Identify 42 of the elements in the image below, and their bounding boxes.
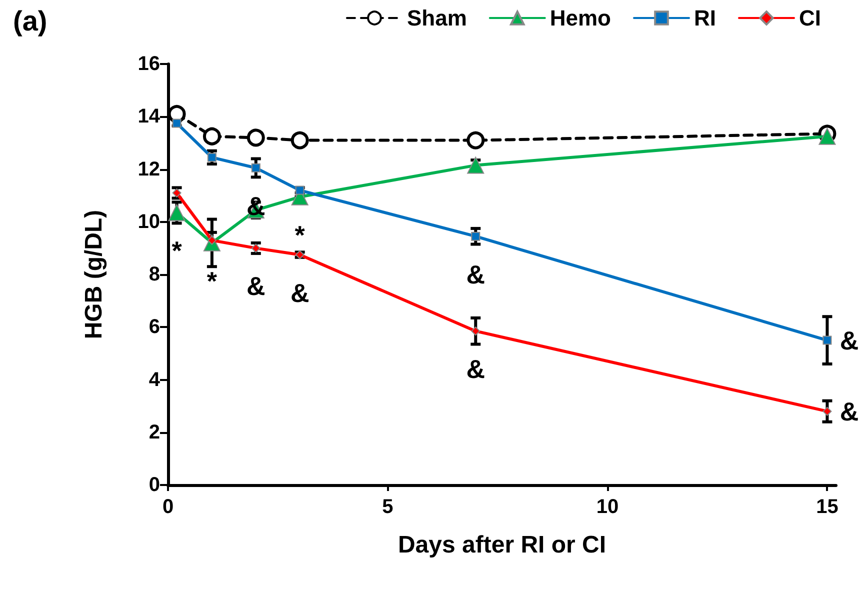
y-axis-title: HGB (g/DL) xyxy=(80,210,108,340)
annotation: * xyxy=(206,266,218,296)
annotation: & xyxy=(466,259,486,290)
y-tick-label: 8 xyxy=(148,264,160,286)
chart-title: (a) xyxy=(13,6,48,36)
point xyxy=(471,232,480,241)
point xyxy=(467,156,484,174)
y-tick-label: 6 xyxy=(148,316,160,338)
point xyxy=(466,131,485,150)
point xyxy=(818,128,836,145)
point xyxy=(246,128,265,147)
legend-label: Hemo xyxy=(550,6,611,30)
y-tick-label: 4 xyxy=(148,368,161,391)
y-tick-label: 12 xyxy=(138,158,160,180)
y-tick-label: 14 xyxy=(138,106,161,128)
y-tick-label: 0 xyxy=(148,474,160,496)
annotation: * xyxy=(294,220,306,250)
point xyxy=(295,186,304,195)
legend-label: RI xyxy=(694,6,716,30)
x-tick-label: 10 xyxy=(596,496,619,518)
point xyxy=(471,326,480,336)
annotation: & xyxy=(466,354,486,384)
y-tick-label: 10 xyxy=(138,210,160,233)
point xyxy=(202,127,221,146)
x-tick-label: 5 xyxy=(382,496,394,518)
point xyxy=(290,131,309,150)
annotation: & xyxy=(840,396,859,426)
x-axis-title: Days after RI or CI xyxy=(398,532,606,558)
y-tick-label: 2 xyxy=(148,421,160,444)
point xyxy=(172,118,182,128)
y-tick-label: 16 xyxy=(138,53,160,75)
annotation: & xyxy=(840,325,859,356)
annotation: & xyxy=(246,271,266,302)
point xyxy=(822,406,832,416)
point xyxy=(207,152,216,162)
point xyxy=(822,336,832,345)
annotation: & xyxy=(290,278,310,308)
annotation: * xyxy=(172,236,183,266)
legend-label: Sham xyxy=(406,6,467,30)
x-tick-label: 15 xyxy=(816,496,838,518)
point xyxy=(251,163,260,172)
legend-label: CI xyxy=(799,6,821,30)
